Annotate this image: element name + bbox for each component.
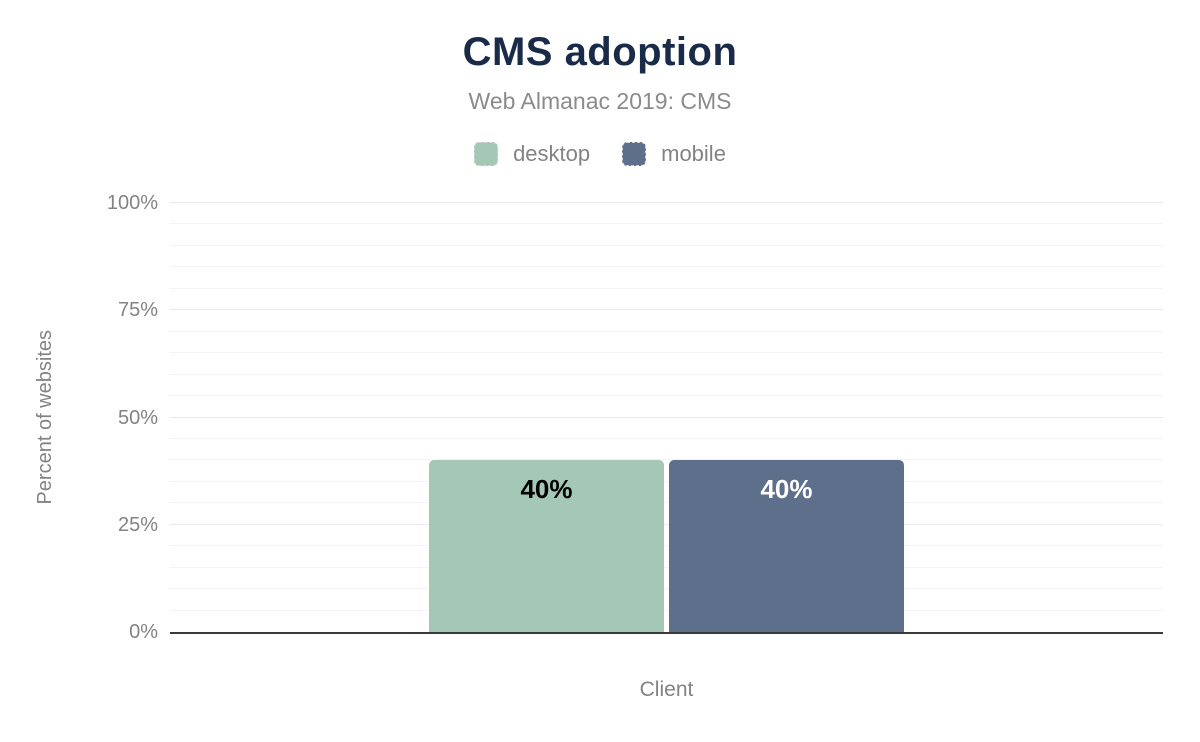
legend-item-mobile[interactable]: mobile — [622, 141, 726, 167]
plot-area: 40% 40% — [170, 202, 1163, 634]
legend-label-desktop: desktop — [513, 141, 591, 166]
bar-mobile[interactable]: 40% — [669, 460, 904, 632]
gridline — [170, 202, 1163, 203]
gridline — [170, 588, 1163, 590]
y-tick-label: 75% — [117, 299, 158, 322]
y-tick-label: 0% — [129, 621, 158, 643]
y-tick-label: 100% — [106, 192, 158, 214]
legend-label-mobile: mobile — [661, 141, 726, 166]
chart-title: CMS adoption — [462, 30, 738, 74]
chart-subtitle: Web Almanac 2019: CMS — [468, 88, 732, 114]
gridline — [170, 459, 1163, 461]
bar-value-label-desktop: 40% — [520, 474, 573, 505]
x-axis-title: Client — [639, 678, 694, 701]
legend-item-desktop[interactable]: desktop — [474, 141, 590, 167]
bar-desktop[interactable]: 40% — [429, 460, 664, 632]
gridline — [170, 330, 1163, 332]
y-tick-label: 50% — [117, 406, 158, 429]
gridline — [170, 545, 1163, 547]
gridline — [170, 287, 1163, 289]
gridline — [170, 416, 1163, 418]
gridline — [170, 437, 1163, 439]
gridline — [170, 309, 1163, 311]
y-tick-label: 25% — [117, 513, 158, 536]
gridline — [170, 523, 1163, 525]
gridline — [170, 352, 1163, 354]
gridline — [170, 266, 1163, 268]
gridline — [170, 244, 1163, 246]
gridline — [170, 223, 1163, 225]
legend: desktop mobile — [0, 141, 1200, 167]
gridline — [170, 502, 1163, 504]
y-axis-ticks: 0% 25% 50% 75% 100% — [0, 193, 158, 642]
bar-value-label-mobile: 40% — [760, 474, 813, 505]
gridline — [170, 373, 1163, 375]
legend-swatch-mobile-icon — [622, 142, 647, 166]
gridline — [170, 566, 1163, 568]
bar-group: 40% 40% — [170, 203, 1163, 632]
legend-swatch-desktop-icon — [474, 142, 499, 166]
gridline — [170, 480, 1163, 482]
gridline — [170, 395, 1163, 397]
gridline — [170, 609, 1163, 611]
